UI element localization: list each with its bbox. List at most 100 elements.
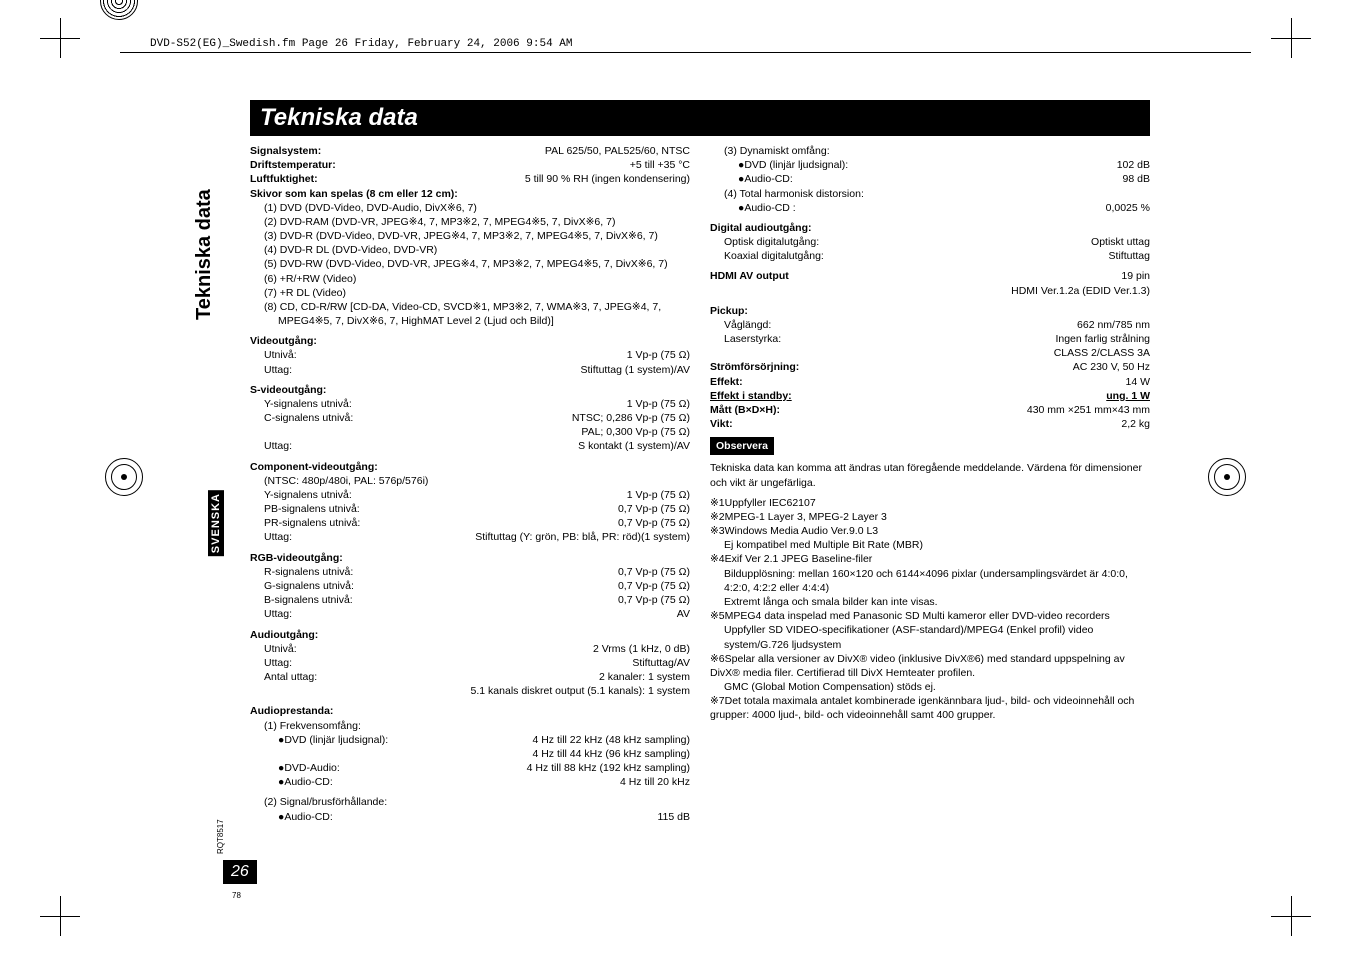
footnote: Extremt långa och smala bilder kan inte … [710, 595, 1150, 609]
section-heading: Videoutgång: [250, 334, 690, 348]
page-number: 26 [223, 860, 257, 884]
spec-label: Vikt: [710, 417, 733, 431]
header-filename: DVD-S52(EG)_Swedish.fm Page 26 Friday, F… [150, 38, 572, 50]
disc-item: MPEG4※5, 7, DivX※6, 7, HighMAT Level 2 (… [250, 314, 690, 328]
spec-sub: (4) Total harmonisk distorsion: [710, 187, 1150, 201]
spec-sub: (1) Frekvensomfång: [250, 719, 690, 733]
disc-item: (4) DVD-R DL (DVD-Video, DVD-VR) [250, 243, 690, 257]
spec-label: Strömförsörjning: [710, 360, 799, 374]
spec-value: 0,7 Vp-p (75 Ω) [360, 502, 690, 516]
spec-value: 430 mm ×251 mm×43 mm [780, 403, 1150, 417]
spec-value: AV [292, 607, 690, 621]
spec-label: Uttag: [264, 439, 292, 453]
footnote: ※4Exif Ver 2.1 JPEG Baseline-filer [710, 552, 1150, 566]
footnote: ※2MPEG-1 Layer 3, MPEG-2 Layer 3 [710, 510, 1150, 524]
spec-value: 1 Vp-p (75 Ω) [352, 488, 690, 502]
spec-label: ●DVD (linjär ljudsignal): [738, 158, 848, 172]
disc-item: (5) DVD-RW (DVD-Video, DVD-VR, JPEG※4, 7… [250, 257, 690, 271]
page-title: Tekniska data [250, 100, 1150, 136]
footnote: ※3Windows Media Audio Ver.9.0 L3 [710, 524, 1150, 538]
disc-item: (1) DVD (DVD-Video, DVD-Audio, DivX※6, 7… [250, 201, 690, 215]
spec-label: PR-signalens utnivå: [264, 516, 360, 530]
spec-value: ung. 1 W [792, 389, 1150, 403]
disc-item: (3) DVD-R (DVD-Video, DVD-VR, JPEG※4, 7,… [250, 229, 690, 243]
spec-label: Koaxial digitalutgång: [724, 249, 824, 263]
section-heading: Audioprestanda: [250, 704, 690, 718]
spec-value: 4 Hz till 22 kHz (48 kHz sampling) [388, 733, 690, 747]
spec-value: NTSC; 0,286 Vp-p (75 Ω) [353, 411, 690, 425]
spec-value: Stiftuttag [824, 249, 1150, 263]
spec-label: C-signalens utnivå: [264, 411, 353, 425]
page-wrapper: DVD-S52(EG)_Swedish.fm Page 26 Friday, F… [0, 0, 1351, 954]
spec-label: B-signalens utnivå: [264, 593, 353, 607]
section-heading: Audioutgång: [250, 628, 690, 642]
spec-value: 4 Hz till 44 kHz (96 kHz sampling) [250, 747, 690, 761]
spec-value: 5.1 kanals diskret output (5.1 kanals): … [250, 684, 690, 698]
spec-sub: (2) Signal/brusförhållande: [250, 795, 690, 809]
spec-label: Uttag: [264, 607, 292, 621]
spec-value: Stiftuttag/AV [292, 656, 690, 670]
disc-item: (7) +R DL (Video) [250, 286, 690, 300]
disc-item: (6) +R/+RW (Video) [250, 272, 690, 286]
spec-label: Driftstemperatur: [250, 158, 336, 172]
spec-value: 2 kanaler: 1 system [317, 670, 690, 684]
spec-label: ●Audio-CD: [738, 172, 793, 186]
spec-value: 2,2 kg [733, 417, 1150, 431]
reference-code: RQT8517 [216, 819, 225, 854]
footnote: GMC (Global Motion Compensation) stöds e… [710, 680, 1150, 694]
note-heading: Observera [710, 437, 774, 455]
spec-value: Stiftuttag (Y: grön, PB: blå, PR: röd)(1… [292, 530, 690, 544]
section-heading: Digital audioutgång: [710, 221, 1150, 235]
note-text: Tekniska data kan komma att ändras utan … [710, 461, 1150, 489]
spec-label: PB-signalens utnivå: [264, 502, 360, 516]
spec-label: ●Audio-CD: [278, 810, 333, 824]
spec-label: Uttag: [264, 656, 292, 670]
crop-mark [1271, 18, 1311, 58]
section-heading: S-videoutgång: [250, 383, 690, 397]
spec-value: 0,0025 % [796, 201, 1150, 215]
spec-label: Mått (B×D×H): [710, 403, 780, 417]
spec-label: ●DVD-Audio: [278, 761, 340, 775]
spec-sub: (NTSC: 480p/480i, PAL: 576p/576i) [250, 474, 690, 488]
spec-value: 0,7 Vp-p (75 Ω) [353, 565, 690, 579]
spec-sub: (3) Dynamiskt omfång: [710, 144, 1150, 158]
spec-label: Effekt i standby: [710, 389, 792, 403]
section-heading: Component-videoutgång: [250, 460, 690, 474]
footnote: ※5MPEG4 data inspelad med Panasonic SD M… [710, 609, 1150, 623]
spec-value: 662 nm/785 nm [771, 318, 1150, 332]
crop-mark [40, 18, 80, 58]
spec-value: S kontakt (1 system)/AV [292, 439, 690, 453]
spec-label: ●DVD (linjär ljudsignal): [278, 733, 388, 747]
spec-value: 14 W [743, 375, 1150, 389]
spec-value: 1 Vp-p (75 Ω) [352, 397, 690, 411]
globe-mark [100, 0, 138, 20]
spec-value: CLASS 2/CLASS 3A [710, 346, 1150, 360]
spec-label: Y-signalens utnivå: [264, 488, 352, 502]
spec-label: Effekt: [710, 375, 743, 389]
spec-value: 115 dB [333, 810, 690, 824]
footnote: ※7Det totala maximala antalet kombinerad… [710, 694, 1150, 722]
spec-value: 4 Hz till 20 kHz [333, 775, 690, 789]
spec-value: 0,7 Vp-p (75 Ω) [360, 516, 690, 530]
left-column: Signalsystem:PAL 625/50, PAL525/60, NTSC… [250, 144, 690, 824]
disc-item: (8) CD, CD-R/RW [CD-DA, Video-CD, SVCD※1… [250, 300, 690, 314]
folio-small: 78 [232, 891, 241, 900]
spec-value: 4 Hz till 88 kHz (192 kHz sampling) [340, 761, 690, 775]
spec-label: Våglängd: [724, 318, 771, 332]
spec-label: Optisk digitalutgång: [724, 235, 819, 249]
registration-mark [105, 458, 143, 496]
footnote: Bildupplösning: mellan 160×120 och 6144×… [710, 567, 1150, 595]
spec-label: Laserstyrka: [724, 332, 781, 346]
registration-mark [1208, 458, 1246, 496]
spec-value: 2 Vrms (1 kHz, 0 dB) [297, 642, 690, 656]
spec-value: Optiskt uttag [819, 235, 1150, 249]
footnote: Ej kompatibel med Multiple Bit Rate (MBR… [710, 538, 1150, 552]
spec-label: Luftfuktighet: [250, 172, 318, 186]
spec-value: PAL 625/50, PAL525/60, NTSC [321, 144, 690, 158]
spec-label: HDMI AV output [710, 269, 789, 283]
spec-label: Utnivå: [264, 642, 297, 656]
section-heading: Pickup: [710, 304, 1150, 318]
section-heading: Skivor som kan spelas (8 cm eller 12 cm)… [250, 187, 690, 201]
spec-value: 19 pin [789, 269, 1150, 283]
crop-mark [40, 896, 80, 936]
